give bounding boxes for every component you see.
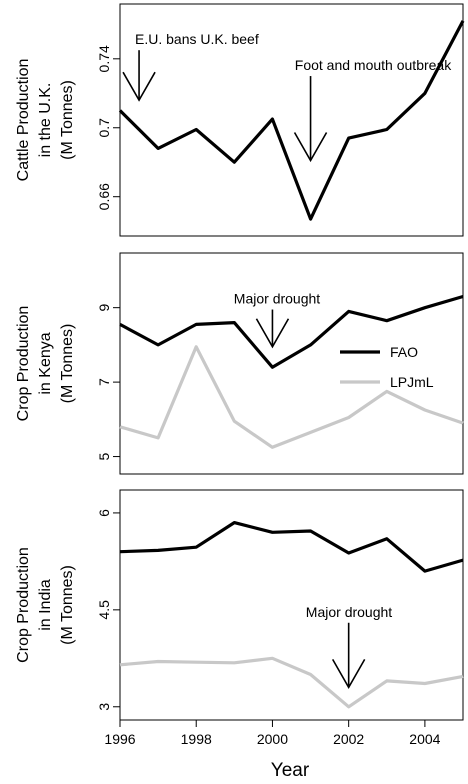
- panel-uk-ytick-label: 0.74: [96, 45, 112, 72]
- panel-kenya-ylabel-line: Crop Production: [15, 306, 32, 422]
- panel-uk-annotation: Foot and mouth outbreak: [293, 57, 452, 163]
- panel-uk-frame: [119, 3, 464, 237]
- annotation-label: E.U. bans U.K. beef: [135, 31, 259, 47]
- panel-kenya-frame: [119, 252, 464, 475]
- panel-india-ytick-label: 6: [96, 509, 112, 517]
- panel-india-ylabel-line: (M Tonnes): [59, 565, 76, 645]
- annotation-label: Major drought: [234, 291, 320, 307]
- panel-uk-annotation: E.U. bans U.K. beef: [122, 31, 259, 102]
- panel-uk-ytick-label: 0.66: [96, 183, 112, 210]
- x-tick-label: 2004: [409, 731, 440, 747]
- x-axis-title: Year: [271, 760, 310, 781]
- panel-india-series-fao: [119, 520, 464, 573]
- x-tick-label: 2000: [257, 731, 288, 747]
- panel-india-frame: [119, 489, 464, 721]
- panel-india: 3 4.5 6 Crop Production in India (M Tonnes) Ma…: [15, 489, 464, 721]
- panel-india-series-lpjml: [119, 656, 464, 709]
- panel-kenya-series-lpjml: [119, 345, 464, 449]
- panel-uk-ylabel-line: Cattle Production: [15, 59, 32, 182]
- annotation-label: Foot and mouth outbreak: [295, 57, 452, 73]
- panel-kenya-series-fao: [119, 294, 464, 369]
- legend: FAO LPJmL: [340, 344, 434, 390]
- panel-kenya-ytick-label: 9: [96, 304, 112, 312]
- panel-kenya-annotation: Major drought: [234, 291, 320, 349]
- panel-india-annotation: Major drought: [306, 604, 392, 689]
- annotation-label: Major drought: [306, 604, 392, 620]
- annotation-arrow-head: [122, 71, 156, 102]
- panel-kenya: 5 7 9 Crop Production in Kenya (M Tonnes) Majo…: [15, 252, 464, 475]
- annotation-arrow-head: [331, 658, 366, 689]
- panel-kenya-ytick-label: 5: [96, 452, 112, 460]
- panel-uk: 0.66 0.7 0.74 Cattle Production in the U.K. (…: [15, 3, 465, 237]
- panel-kenya-ytick-label: 7: [96, 378, 112, 386]
- x-axis: Year 1996 1998 2000 2002 2004: [104, 720, 441, 781]
- panel-india-ytick-label: 4.5: [96, 600, 112, 620]
- annotation-arrow-head: [255, 318, 290, 349]
- panel-kenya-ylabel-line: in Kenya: [37, 332, 54, 394]
- panel-india-ylabel-line: in India: [37, 579, 54, 631]
- panels: 0.66 0.7 0.74 Cattle Production in the U.K. (…: [15, 3, 465, 721]
- panel-uk-series-fao: [118, 20, 465, 221]
- panel-uk-ytick-label: 0.7: [96, 118, 112, 138]
- panel-kenya-ylabel-line: (M Tonnes): [59, 324, 76, 404]
- panel-india-ytick-label: 3: [96, 703, 112, 711]
- x-tick-label: 2002: [333, 731, 364, 747]
- legend-label-lpjml: LPJmL: [390, 374, 434, 390]
- panel-uk-ylabel-line: in the U.K.: [37, 83, 54, 158]
- x-tick-label: 1996: [104, 731, 135, 747]
- panel-india-ylabel-line: Crop Production: [15, 547, 32, 663]
- annotation-arrow-head: [293, 132, 328, 163]
- panel-uk-ylabel-line: (M Tonnes): [59, 80, 76, 160]
- legend-label-fao: FAO: [390, 344, 418, 360]
- x-tick-label: 1998: [181, 731, 212, 747]
